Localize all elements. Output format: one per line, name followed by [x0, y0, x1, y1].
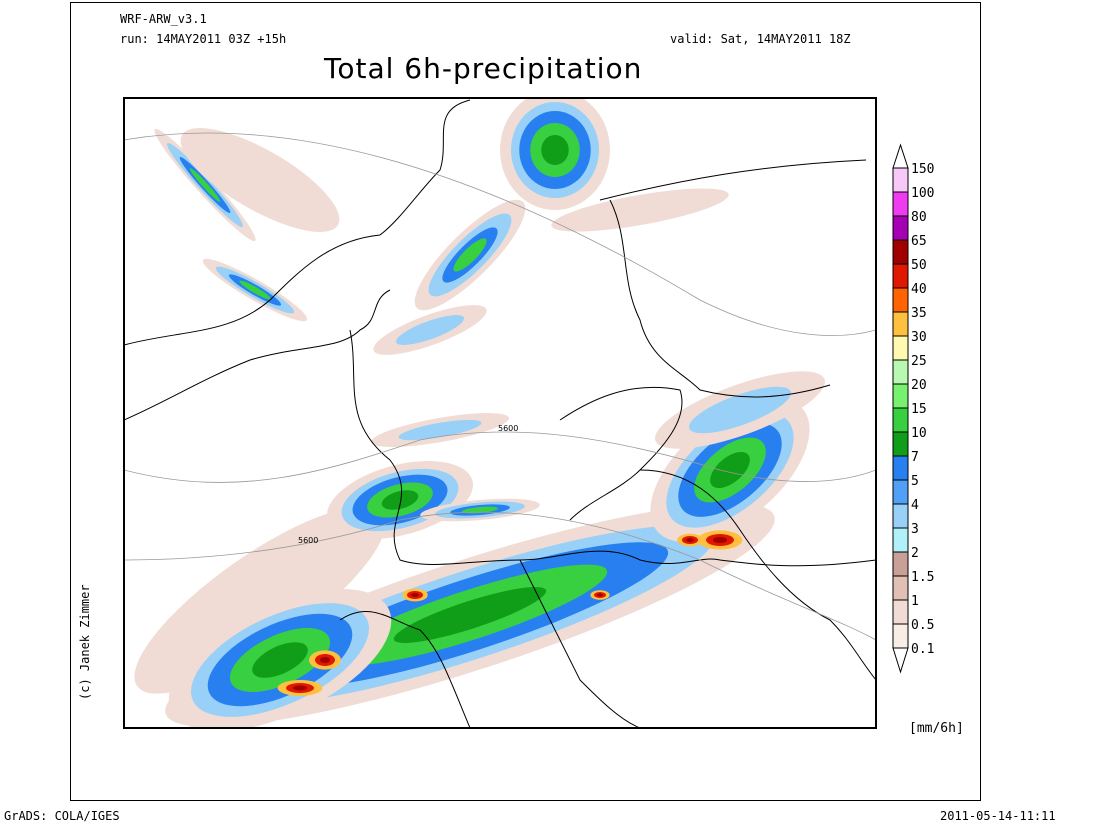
legend-arrow-top [892, 143, 909, 169]
precip-area [688, 386, 792, 434]
legend-swatch [892, 359, 909, 385]
precip-heavy [713, 537, 727, 543]
legend-label: 10 [911, 426, 927, 441]
legend-label: 2 [911, 546, 919, 561]
legend-swatch [892, 503, 909, 529]
precip-area [239, 280, 271, 300]
legend-swatch [892, 599, 909, 625]
legend-label: 7 [911, 450, 919, 465]
precip-area [398, 419, 482, 441]
precip-area [710, 451, 750, 489]
legend-label: 0.1 [911, 642, 934, 657]
legend-swatch [892, 311, 909, 337]
legend-arrow-bottom [892, 647, 909, 674]
legend-label: 0.5 [911, 618, 934, 633]
country-borders [124, 99, 876, 728]
legend-swatch [892, 455, 909, 481]
valid-time: valid: Sat, 14MAY2011 18Z [670, 32, 851, 46]
legend-swatch [892, 407, 909, 433]
precip-area [252, 642, 308, 678]
legend-swatch [892, 383, 909, 409]
legend-label: 100 [911, 186, 934, 201]
legend-label: 3 [911, 522, 919, 537]
legend-label: 1 [911, 594, 919, 609]
legend-swatch [892, 335, 909, 361]
footer-grads: GrADS: COLA/IGES [4, 809, 120, 823]
footer-timestamp: 2011-05-14-11:11 [940, 809, 1056, 823]
legend-swatch [892, 263, 909, 289]
precip-area [453, 238, 487, 272]
precip-area [393, 587, 547, 643]
credit: (c) Janek Zimmer [78, 584, 92, 700]
map-border [123, 97, 877, 729]
precip-area [189, 168, 221, 202]
legend-swatch [892, 527, 909, 553]
legend-label: 5 [911, 474, 919, 489]
legend-label: 4 [911, 498, 919, 513]
legend-label: 25 [911, 354, 927, 369]
precip-heavy [320, 657, 330, 663]
legend-label: 150 [911, 162, 934, 177]
precipitation-field [124, 98, 876, 728]
precip-area [396, 315, 464, 345]
legend-label: 40 [911, 282, 927, 297]
precip-heavy [686, 538, 694, 542]
legend-label: 1.5 [911, 570, 934, 585]
precip-area [541, 135, 569, 165]
contour-label: 5600 [298, 536, 318, 545]
contour-label: 5600 [498, 424, 518, 433]
legend-swatch [892, 215, 909, 241]
legend-swatch [892, 431, 909, 457]
precip-area [180, 128, 340, 232]
precip-heavy [597, 593, 603, 597]
legend-label: 50 [911, 258, 927, 273]
precip-area [134, 506, 386, 694]
precip-area [462, 506, 498, 514]
legend-label: 30 [911, 330, 927, 345]
legend-label: 35 [911, 306, 927, 321]
legend-swatch [892, 623, 909, 649]
legend-swatch [892, 575, 909, 601]
legend-label: 15 [911, 402, 927, 417]
chart-title: Total 6h-precipitation [324, 52, 643, 85]
legend-swatch [892, 191, 909, 217]
precip-heavy [411, 593, 419, 597]
legend-unit: [mm/6h] [909, 721, 964, 736]
legend-swatch [892, 239, 909, 265]
legend-label: 20 [911, 378, 927, 393]
model-name: WRF-ARW_v3.1 [120, 12, 207, 26]
legend-swatch [892, 167, 909, 193]
legend-swatch [892, 479, 909, 505]
legend-swatch [892, 287, 909, 313]
legend-swatch [892, 551, 909, 577]
color-legend: 150 100 80 65 50 40 35 30 25 20 15 10 7 5 4 3 2 1.5 1 0.5 0.… [892, 143, 934, 674]
legend-label: 80 [911, 210, 927, 225]
legend-label: 65 [911, 234, 927, 249]
run-time: run: 14MAY2011 03Z +15h [120, 32, 287, 46]
precip-heavy [293, 685, 307, 691]
plot-frame [70, 2, 981, 801]
precip-area [551, 188, 729, 232]
precip-area [381, 490, 419, 510]
